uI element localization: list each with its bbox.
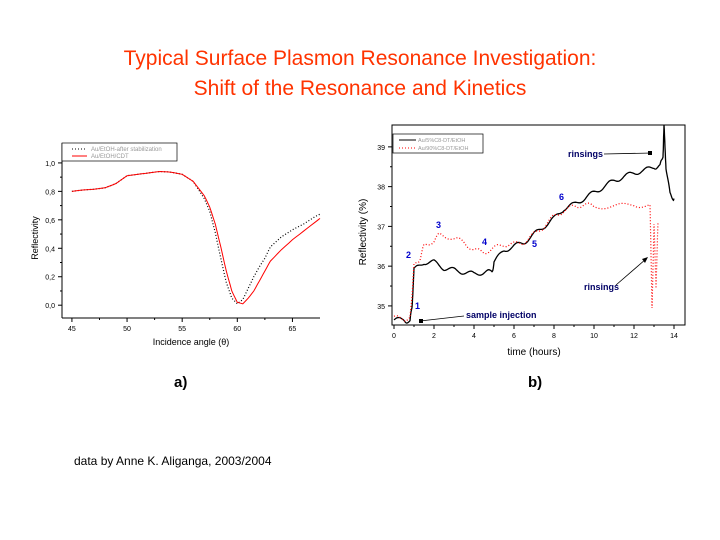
annotation-rinsings-bottom: rinsings (584, 282, 619, 292)
annotation-1: 1 (415, 301, 420, 311)
legend-a-1: Au/EtOH-after stabilization (91, 147, 162, 153)
annotation-6: 6 (559, 192, 564, 202)
x-tick-label: 8 (552, 333, 556, 340)
series-line-2 (393, 202, 659, 322)
arrow-rinsings-top (603, 152, 653, 155)
arrow-rinsings-bottom (615, 258, 647, 286)
x-tick-label: 6 (512, 333, 516, 340)
label-a: a) (174, 374, 188, 391)
y-tick-label: 39 (377, 145, 385, 152)
chart-b: Reflectivity (%) time (hours) 0 2 4 6 8 10 12 1… (358, 124, 686, 358)
annotation-3: 3 (436, 220, 441, 230)
y-tick-label: 1,0 (45, 161, 55, 168)
y-tick-label: 38 (377, 185, 385, 192)
chart-b-xlabel: time (hours) (507, 347, 560, 358)
chart-b-ylabel: Reflectivity (%) (358, 199, 369, 266)
y-tick-label: 0,0 (45, 303, 55, 310)
annotation-4: 4 (482, 237, 487, 247)
arrow-sample-injection (419, 315, 465, 322)
chart-a: Reflectivity Incidence angle (θ) 45 50 55 6… (30, 142, 321, 347)
series-line-1 (393, 124, 675, 324)
x-tick-label: 60 (233, 326, 241, 333)
x-tick-label: 55 (178, 326, 186, 333)
y-tick-label: 35 (377, 304, 385, 311)
plot-frame (62, 143, 320, 318)
annotation-sample-injection: sample injection (466, 310, 537, 320)
annotation-5: 5 (532, 239, 537, 249)
x-tick-label: 0 (392, 333, 396, 340)
x-tick-label: 10 (590, 333, 598, 340)
y-tick-label: 36 (377, 264, 385, 271)
annotation-2: 2 (406, 250, 411, 260)
chart-b-annotations: 1 2 3 4 5 6 rinsings rinsings sample inj… (406, 149, 653, 323)
series-line-2 (71, 170, 321, 305)
y-tick-label: 0,6 (45, 218, 55, 225)
annotation-rinsings-top: rinsings (568, 149, 603, 159)
legend-b-1: Au/5%C8-DT/EtOH (418, 138, 465, 144)
x-tick-label: 45 (68, 326, 76, 333)
chart-a-xlabel: Incidence angle (θ) (153, 337, 230, 347)
x-tick-label: 2 (432, 333, 436, 340)
legend-b-2: Au/90%C8-DT/EtOH (418, 146, 468, 152)
legend-a-2: Au/EtOH/CDT (91, 154, 129, 160)
x-tick-label: 14 (670, 333, 678, 340)
chart-b-legend: Au/5%C8-DT/EtOH Au/90%C8-DT/EtOH (392, 133, 484, 154)
x-tick-label: 12 (630, 333, 638, 340)
slide-title-line1: Typical Surface Plasmon Resonance Invest… (123, 47, 597, 70)
slide-title-line2: Shift of the Resonance and Kinetics (193, 77, 527, 100)
y-tick-label: 37 (377, 224, 385, 231)
x-tick-label: 65 (289, 326, 297, 333)
y-tick-label: 0,4 (45, 246, 55, 253)
series-line-1 (71, 170, 321, 305)
x-tick-label: 4 (472, 333, 476, 340)
credit-text: data by Anne K. Aliganga, 2003/2004 (74, 454, 272, 468)
chart-a-legend: Au/EtOH-after stabilization Au/EtOH/CDT (61, 142, 178, 162)
y-tick-label: 0,8 (45, 189, 55, 196)
x-tick-label: 50 (123, 326, 131, 333)
y-tick-label: 0,2 (45, 275, 55, 282)
label-b: b) (528, 374, 543, 391)
chart-a-ylabel: Reflectivity (30, 216, 40, 260)
